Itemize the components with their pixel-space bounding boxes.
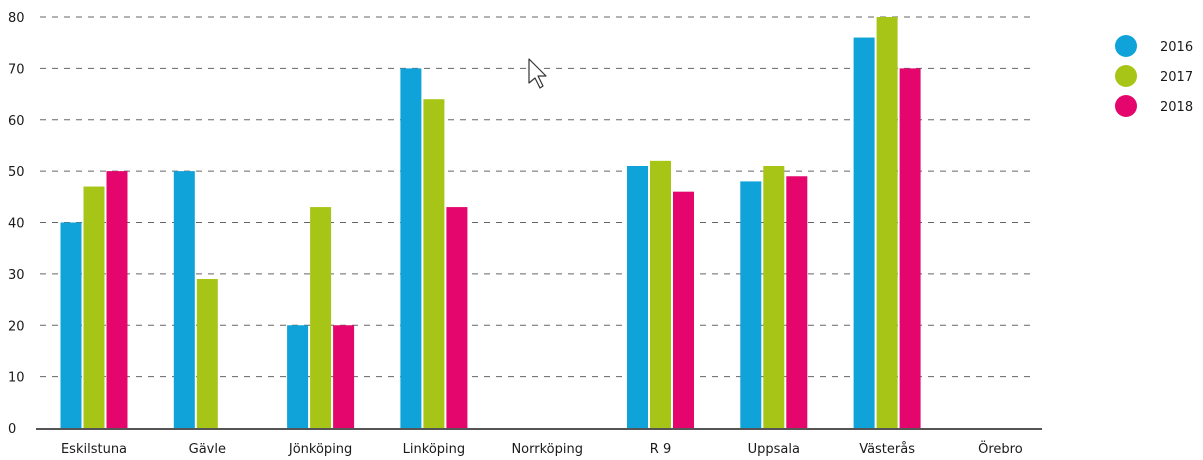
legend-label: 2016 xyxy=(1160,40,1193,55)
x-tick-label: Eskilstuna xyxy=(61,442,127,457)
x-tick-label: Jönköping xyxy=(288,442,352,457)
y-tick-label: 0 xyxy=(8,422,16,437)
legend-swatch xyxy=(1115,35,1137,57)
legend-swatch xyxy=(1115,95,1137,117)
bar-2017-Uppsala xyxy=(763,165,785,429)
bar-2017-Gävle xyxy=(196,279,218,428)
bar-2018-Eskilstuna xyxy=(106,171,128,428)
bar-2018-Uppsala xyxy=(786,176,808,428)
y-tick-label: 70 xyxy=(8,62,25,77)
x-tick-label: Norrköping xyxy=(511,442,583,457)
bar-2018-Linköping xyxy=(446,207,468,428)
x-axis-ticks: Eskilstuna Gävle Jönköping Linköping Norrköp… xyxy=(61,440,1023,457)
x-tick-label: Örebro xyxy=(978,440,1023,457)
legend: 2016 2017 2018 xyxy=(1115,35,1193,117)
legend-label: 2017 xyxy=(1160,70,1193,85)
bar-2016-Gävle xyxy=(173,171,195,428)
y-tick-label: 50 xyxy=(8,165,25,180)
y-tick-label: 30 xyxy=(8,268,25,283)
bar-2017-Jönköping xyxy=(310,207,332,428)
bar-2016-Västerås xyxy=(853,37,875,429)
bar-2017-Linköping xyxy=(423,99,445,428)
bar-2016-Eskilstuna xyxy=(60,222,82,428)
y-tick-label: 80 xyxy=(8,11,25,26)
bar-2017-Västerås xyxy=(876,17,898,428)
x-tick-label: Västerås xyxy=(859,442,915,457)
x-tick-label: Linköping xyxy=(403,442,465,457)
y-tick-label: 20 xyxy=(8,319,25,334)
bar-2018-R 9 xyxy=(673,191,694,428)
y-tick-label: 60 xyxy=(8,114,25,129)
bar-2018-Västerås xyxy=(899,68,921,428)
x-tick-label: Uppsala xyxy=(748,442,800,457)
bar-2016-R 9 xyxy=(627,165,648,429)
legend-label: 2018 xyxy=(1160,100,1193,115)
bar-2016-Uppsala xyxy=(740,181,762,428)
bars xyxy=(60,17,921,429)
y-tick-label: 40 xyxy=(8,217,25,232)
y-axis-ticks: 0 10 20 30 40 50 60 70 80 xyxy=(8,11,25,437)
bar-2018-Jönköping xyxy=(333,325,355,428)
legend-swatch xyxy=(1115,65,1137,87)
x-tick-label: Gävle xyxy=(189,442,226,457)
bar-2016-Jönköping xyxy=(287,325,309,428)
x-tick-label: R 9 xyxy=(650,442,671,457)
bar-2017-Eskilstuna xyxy=(83,186,105,428)
bar-2016-Linköping xyxy=(400,68,422,428)
y-tick-label: 10 xyxy=(8,371,25,386)
mouse-pointer-icon xyxy=(528,58,547,89)
bar-2017-R 9 xyxy=(650,160,671,428)
